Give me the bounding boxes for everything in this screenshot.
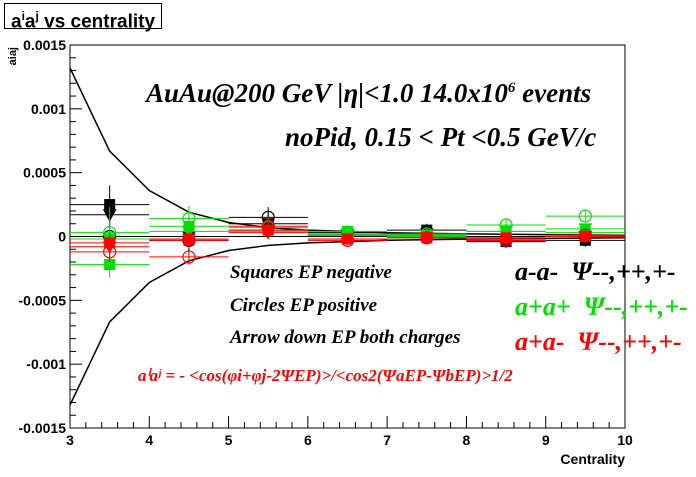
legend-entry-minus-minus: a-a- Ψ--,++,+- xyxy=(515,257,676,286)
data-point-triangle xyxy=(182,233,196,247)
x-tick-label: 5 xyxy=(225,432,233,448)
legend-entry-plus-plus: a+a+ Ψ--,++,+- xyxy=(515,292,688,321)
y-tick-label: -0.0005 xyxy=(19,292,67,308)
annotation-cuts: noPid, 0.15 < Pt <0.5 GeV/c xyxy=(285,122,597,152)
x-tick-label: 9 xyxy=(542,432,550,448)
data-point-circle xyxy=(578,209,592,223)
data-point-triangle xyxy=(102,241,117,254)
data-point-triangle xyxy=(499,225,513,239)
y-tick-label: 0.001 xyxy=(31,101,66,117)
x-axis-label: Centrality xyxy=(560,451,625,467)
annotation-dataset: AuAu@200 GeV |η|<1.0 14.0x106 events xyxy=(146,78,592,108)
x-tick-label: 6 xyxy=(304,432,312,448)
chart-title: aiaj vs centrality xyxy=(4,3,163,32)
data-point-triangle xyxy=(182,225,196,239)
annotation-circles: Circles EP positive xyxy=(230,295,378,316)
data-point-triangle xyxy=(261,227,276,240)
annotation-formula: aⁱaʲ = - <cos(φi+φj-2ΨEP)>/<cos2(ΨaEP-Ψb… xyxy=(138,366,513,385)
y-tick-label: -0.0015 xyxy=(19,420,67,436)
data-point-triangle xyxy=(419,232,434,245)
annotation-arrows: Arrow down EP both charges xyxy=(230,327,461,348)
data-point-circle xyxy=(182,250,196,264)
x-tick-label: 7 xyxy=(383,432,391,448)
y-tick-label: 0 xyxy=(58,229,66,245)
data-point-triangle xyxy=(499,233,513,247)
annotation-squares: Squares EP negative xyxy=(230,262,392,283)
data-point-triangle xyxy=(578,231,593,244)
legend-entry-plus-minus: a+a- Ψ--,++,+- xyxy=(515,327,682,356)
x-tick-label: 8 xyxy=(463,432,471,448)
data-point-triangle xyxy=(340,233,355,247)
y-tick-label: 0.0005 xyxy=(23,165,66,181)
x-tick-label: 4 xyxy=(145,432,153,448)
x-tick-label: 10 xyxy=(617,432,633,448)
x-tick-label: 3 xyxy=(66,432,74,448)
y-tick-label: 0.0015 xyxy=(23,37,66,53)
y-tick-label: -0.001 xyxy=(26,356,66,372)
y-axis-label: aiaj xyxy=(7,47,19,65)
